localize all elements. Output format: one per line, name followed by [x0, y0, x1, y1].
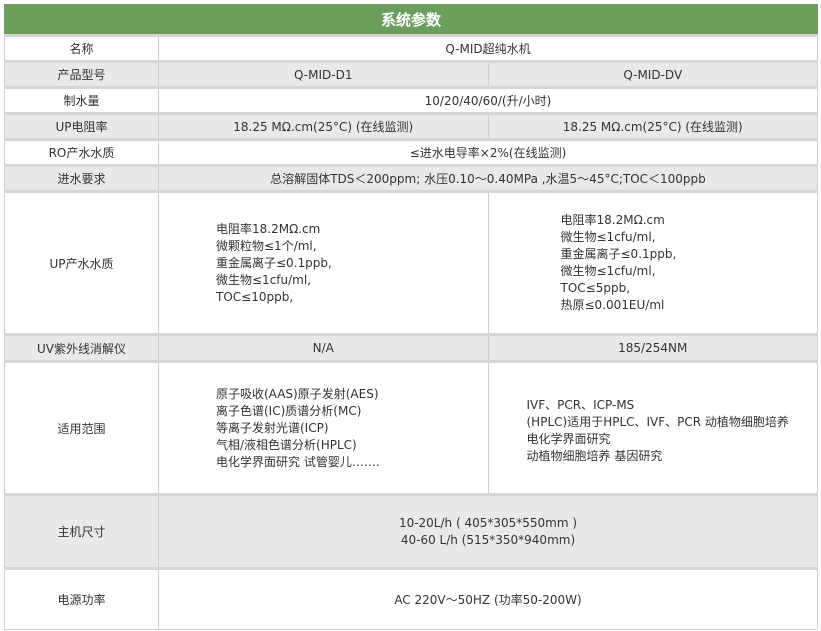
value-uv-d1: N/A — [158, 333, 489, 362]
list-line: 微生物≤1cfu/ml, — [560, 264, 656, 278]
list-line: IVF、PCR、ICP-MS — [526, 398, 635, 412]
list-line: 电化学界面研究 — [526, 432, 611, 446]
row-name: 名称 Q-MID超纯水机 — [4, 34, 818, 62]
list-line: 气相/液相色谱分析(HPLC) — [216, 437, 357, 452]
value-model-dv: Q-MID-DV — [487, 60, 818, 88]
list-line: 电化学界面研究 试管婴儿……. — [216, 454, 380, 469]
label-inlet: 进水要求 — [4, 164, 159, 192]
list-line: 离子色谱(IC)质谱分析(MC) — [216, 403, 362, 418]
list-line: 10-20L/h ( 405*305*550mm ) — [398, 515, 578, 530]
label-ro: RO产水水质 — [4, 138, 159, 166]
row-scope: 适用范围 原子吸收(AAS)原子发射(AES) 离子色谱(IC)质谱分析(MC) 等… — [4, 360, 818, 495]
label-up-quality: UP产水水质 — [4, 190, 159, 335]
value-scope-d1: 原子吸收(AAS)原子发射(AES) 离子色谱(IC)质谱分析(MC) 等离子发射光… — [158, 360, 489, 495]
label-up-res: UP电阻率 — [4, 112, 159, 140]
list-line: 微颗粒物≤1个/ml, — [216, 239, 317, 253]
value-scope-dv: IVF、PCR、ICP-MS (HPLC)适用于HPLC、IVF、PCR 动植物细… — [487, 360, 818, 495]
list-line: 等离子发射光谱(ICP) — [216, 420, 329, 435]
list-line: 电阻率18.2MΩ.cm — [216, 222, 321, 236]
list-line: 微生物≤1cfu/ml, — [216, 273, 311, 287]
table-title: 系统参数 — [4, 4, 818, 34]
value-model-d1: Q-MID-D1 — [158, 60, 489, 88]
row-power: 电源功率 AC 220V～50HZ (功率50-200W) — [4, 567, 818, 630]
list-line: 微生物≤1cfu/ml, — [560, 230, 656, 244]
label-model: 产品型号 — [4, 60, 159, 88]
value-up-quality-d1: 电阻率18.2MΩ.cm 微颗粒物≤1个/ml, 重金属离子≤0.1ppb, 微生物≤… — [158, 190, 489, 335]
row-ro: RO产水水质 ≤进水电导率×2%(在线监测) — [4, 138, 818, 166]
row-up-res: UP电阻率 18.25 MΩ.cm(25°C) (在线监测) 18.25 MΩ.… — [4, 112, 818, 140]
label-power: 电源功率 — [4, 567, 159, 630]
list-line: (HPLC)适用于HPLC、IVF、PCR 动植物细胞培养 — [526, 415, 789, 429]
list-line: TOC≤10ppb, — [216, 290, 294, 304]
row-uv: UV紫外线消解仪 N/A 185/254NM — [4, 333, 818, 362]
value-up-res-dv: 18.25 MΩ.cm(25°C) (在线监测) — [487, 112, 818, 140]
list-line: 40-60 L/h (515*350*940mm) — [400, 532, 576, 547]
label-scope: 适用范围 — [4, 360, 159, 495]
value-up-quality-dv: 电阻率18.2MΩ.cm 微生物≤1cfu/ml, 重金属离子≤0.1ppb, 微生物… — [487, 190, 818, 335]
value-power: AC 220V～50HZ (功率50-200W) — [158, 567, 818, 630]
row-inlet: 进水要求 总溶解固体TDS＜200ppm; 水压0.10～0.40MPa ,水温… — [4, 164, 818, 192]
row-output: 制水量 10/20/40/60/(升/小时) — [4, 86, 818, 114]
list-line: 重金属离子≤0.1ppb, — [560, 247, 677, 261]
value-up-res-d1: 18.25 MΩ.cm(25°C) (在线监测) — [158, 112, 489, 140]
list-line: 原子吸收(AAS)原子发射(AES) — [216, 386, 379, 401]
label-uv: UV紫外线消解仪 — [4, 333, 159, 362]
value-ro: ≤进水电导率×2%(在线监测) — [158, 138, 818, 166]
value-name: Q-MID超纯水机 — [158, 34, 818, 62]
label-size: 主机尺寸 — [4, 493, 159, 569]
row-model: 产品型号 Q-MID-D1 Q-MID-DV — [4, 60, 818, 88]
value-output: 10/20/40/60/(升/小时) — [158, 86, 818, 114]
value-inlet: 总溶解固体TDS＜200ppm; 水压0.10～0.40MPa ,水温5～45°… — [158, 164, 818, 192]
label-name: 名称 — [4, 34, 159, 62]
list-line: 重金属离子≤0.1ppb, — [216, 256, 332, 270]
list-line: 热原≤0.001EU/ml — [560, 298, 665, 312]
value-uv-dv: 185/254NM — [487, 333, 818, 362]
label-output: 制水量 — [4, 86, 159, 114]
row-size: 主机尺寸 10-20L/h ( 405*305*550mm ) 40-60 L/h… — [4, 493, 818, 569]
list-line: 电阻率18.2MΩ.cm — [560, 213, 665, 227]
spec-table: 系统参数 名称 Q-MID超纯水机 产品型号 Q-MID-D1 Q-MID-DV… — [4, 4, 818, 630]
list-line: 动植物细胞培养 基因研究 — [526, 449, 663, 463]
list-line: TOC≤5ppb, — [560, 281, 631, 295]
row-up-quality: UP产水水质 电阻率18.2MΩ.cm 微颗粒物≤1个/ml, 重金属离子≤0.1p… — [4, 190, 818, 335]
value-size: 10-20L/h ( 405*305*550mm ) 40-60 L/h (515… — [158, 493, 818, 569]
